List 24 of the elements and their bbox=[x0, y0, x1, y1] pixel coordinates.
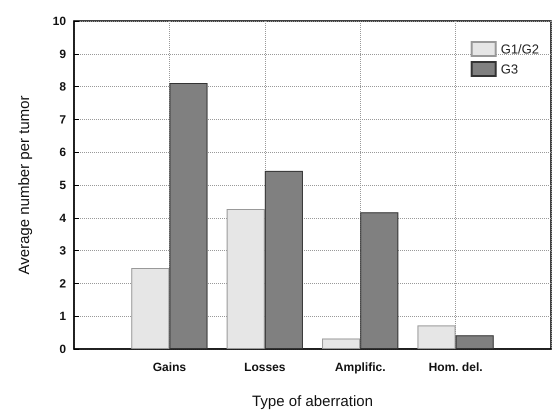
y-tick-label: 6 bbox=[59, 145, 66, 160]
y-tick-label: 9 bbox=[59, 46, 66, 61]
x-axis-title: Type of aberration bbox=[252, 393, 373, 410]
y-axis-title: Average number per tumor bbox=[16, 96, 33, 274]
legend-label: G1/G2 bbox=[500, 42, 539, 56]
y-tick-label: 5 bbox=[59, 178, 66, 192]
bar bbox=[169, 82, 208, 349]
bar bbox=[264, 170, 303, 349]
bar bbox=[360, 212, 398, 349]
x-tick-label: Losses bbox=[244, 360, 286, 374]
x-tick-label: Amplific. bbox=[334, 360, 386, 374]
y-tick-label: 3 bbox=[59, 244, 66, 258]
bar bbox=[456, 335, 494, 349]
x-tick-label: Hom. del. bbox=[428, 360, 483, 374]
y-tick-label: 7 bbox=[59, 112, 66, 126]
y-tick-label: 2 bbox=[59, 276, 66, 290]
y-tick-label: 0 bbox=[59, 342, 66, 356]
y-tick-label: 4 bbox=[59, 210, 66, 225]
y-tick-label: 10 bbox=[52, 14, 66, 28]
bar bbox=[322, 338, 360, 349]
x-tick-label: Gains bbox=[152, 360, 186, 374]
y-tick-label: 1 bbox=[59, 309, 66, 324]
legend-label: G3 bbox=[500, 62, 518, 76]
y-tick-label: 8 bbox=[59, 80, 66, 94]
